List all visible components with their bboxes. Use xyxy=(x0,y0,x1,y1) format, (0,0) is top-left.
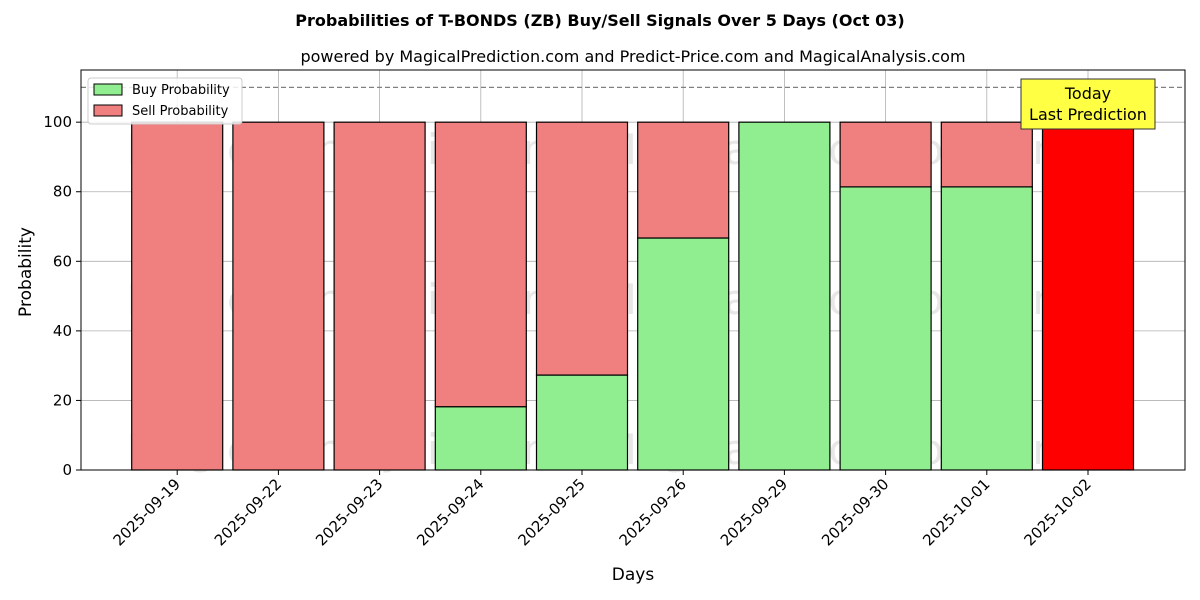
bar-sell xyxy=(434,121,527,408)
bar-sell xyxy=(232,121,325,471)
x-tick-label: 2025-09-22 xyxy=(211,475,285,549)
x-axis-label: Days xyxy=(612,565,655,585)
y-tick-label: 100 xyxy=(43,113,72,131)
annotation-box xyxy=(1020,78,1156,130)
x-tick-label: 2025-09-19 xyxy=(110,475,184,549)
x-tick-label: 2025-09-29 xyxy=(717,475,791,549)
bar-sell-highlight xyxy=(1041,121,1135,471)
bar-buy xyxy=(535,374,629,471)
bar-sell xyxy=(535,121,629,376)
bar-buy xyxy=(637,237,730,471)
bar-sell xyxy=(839,121,932,188)
bars xyxy=(131,121,1135,471)
x-tick-label: 2025-09-23 xyxy=(312,475,386,549)
x-tick-label: 2025-09-24 xyxy=(413,475,487,549)
bar-sell xyxy=(333,121,426,471)
chart-title: Probabilities of T-BONDS (ZB) Buy/Sell S… xyxy=(295,11,904,30)
chart-subtitle: powered by MagicalPrediction.com and Pre… xyxy=(300,47,965,66)
legend-frame xyxy=(87,77,243,125)
y-tick-label: 80 xyxy=(53,183,72,201)
x-tick-label: 2025-09-30 xyxy=(818,475,892,549)
x-tick-label: 2025-10-02 xyxy=(1020,475,1094,549)
bar-sell xyxy=(131,121,224,471)
legend-label-sell: Sell Probability xyxy=(132,104,229,119)
bar-sell xyxy=(940,121,1033,188)
y-tick-label: 20 xyxy=(53,391,72,409)
legend: Buy Probability Sell Probability xyxy=(87,77,243,125)
x-tick-label: 2025-09-25 xyxy=(514,475,588,549)
bar-buy xyxy=(839,186,932,471)
annotation: Today Last Prediction xyxy=(1020,78,1156,130)
legend-swatch-buy xyxy=(93,83,123,96)
legend-label-buy: Buy Probability xyxy=(132,83,230,98)
x-tick-label: 2025-09-26 xyxy=(616,475,690,549)
plot-frame xyxy=(80,69,1186,471)
bar-buy xyxy=(434,406,527,471)
x-tick-label: 2025-10-01 xyxy=(919,475,993,549)
bar-buy xyxy=(940,186,1033,471)
y-tick-label: 40 xyxy=(53,322,72,340)
bar-sell xyxy=(637,121,730,239)
y-axis-label: Probability xyxy=(16,227,36,317)
annotation-line-2: Last Prediction xyxy=(1029,105,1147,124)
annotation-line-1: Today xyxy=(1064,84,1111,103)
legend-swatch-sell xyxy=(93,104,123,117)
bar-buy xyxy=(738,121,831,471)
y-tick-label: 60 xyxy=(53,252,72,270)
y-tick-label: 0 xyxy=(62,461,72,479)
